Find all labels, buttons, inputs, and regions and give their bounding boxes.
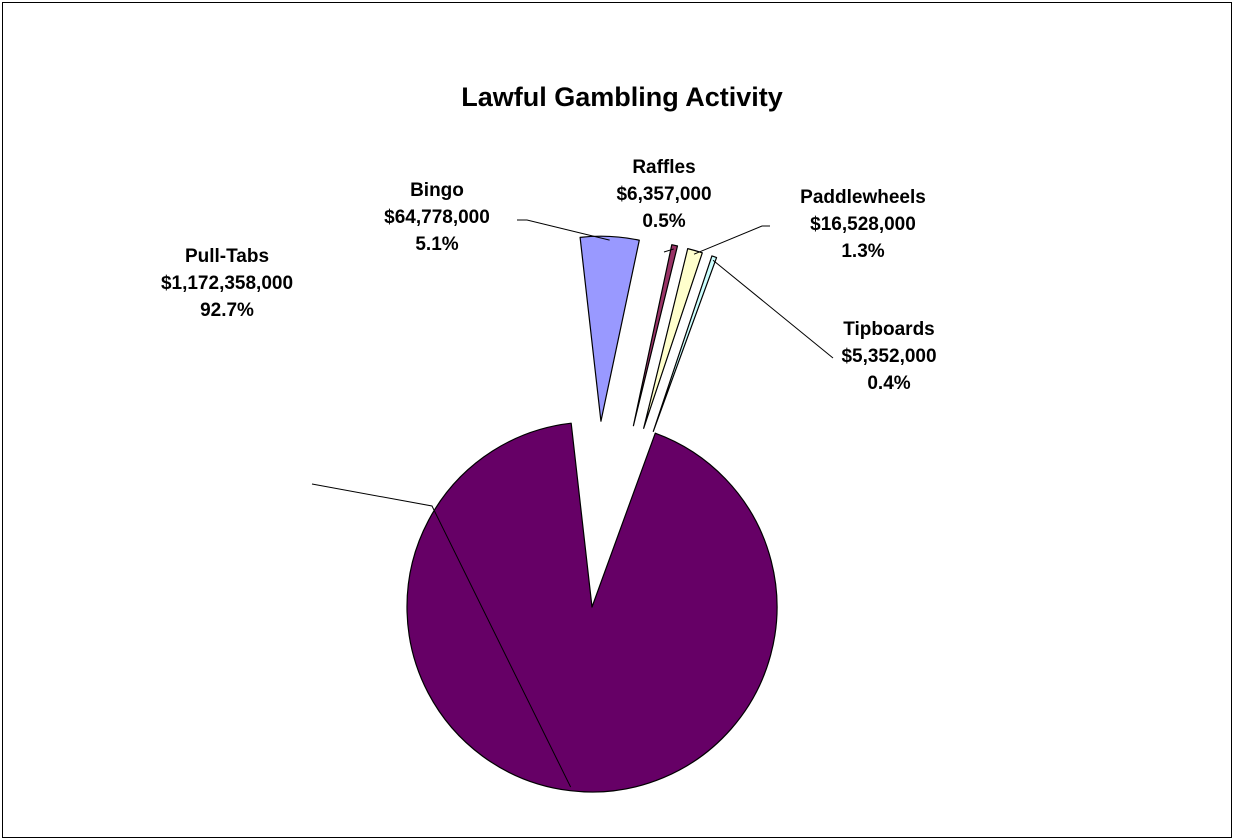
data-label-bingo-name: Bingo	[410, 180, 464, 201]
leader-line-tipboards	[712, 259, 834, 359]
pie-slice-bingo	[579, 235, 640, 422]
data-label-paddlewheels-value: $16,528,000	[810, 214, 916, 235]
data-label-tipboards-value: $5,352,000	[841, 346, 936, 367]
data-label-bingo-percent: 5.1%	[415, 234, 458, 255]
data-label-pull-tabs-percent: 92.7%	[200, 300, 254, 321]
leader-lines	[311, 219, 834, 788]
data-label-raffles-name: Raffles	[632, 157, 695, 178]
pie-slice-tipboards	[652, 255, 718, 432]
data-label-paddlewheels-percent: 1.3%	[841, 241, 884, 262]
data-label-pull-tabs-value: $1,172,358,000	[161, 273, 293, 294]
pie-slice-raffles	[632, 244, 679, 427]
chart-title: Lawful Gambling Activity	[461, 82, 783, 112]
data-label-raffles-value: $6,357,000	[616, 184, 711, 205]
data-label-tipboards-percent: 0.4%	[867, 373, 910, 394]
leader-line-bingo	[517, 219, 610, 241]
data-label-paddlewheels-name: Paddlewheels	[800, 187, 926, 208]
pie-slice-pull-tabs	[406, 422, 778, 793]
leader-line-raffles	[663, 248, 674, 253]
data-label-tipboards-name: Tipboards	[843, 319, 935, 340]
pie-slices	[406, 235, 778, 793]
data-label-bingo-value: $64,778,000	[384, 207, 490, 228]
data-label-pull-tabs-name: Pull-Tabs	[185, 246, 269, 267]
data-label-raffles-percent: 0.5%	[642, 211, 685, 232]
data-labels: Pull-Tabs $1,172,358,000 92.7% Bingo $64,778…	[161, 157, 937, 394]
leader-line-paddlewheels	[693, 225, 770, 255]
pie-slice-paddlewheels	[643, 248, 703, 429]
leader-line-pull-tabs	[311, 483, 572, 788]
